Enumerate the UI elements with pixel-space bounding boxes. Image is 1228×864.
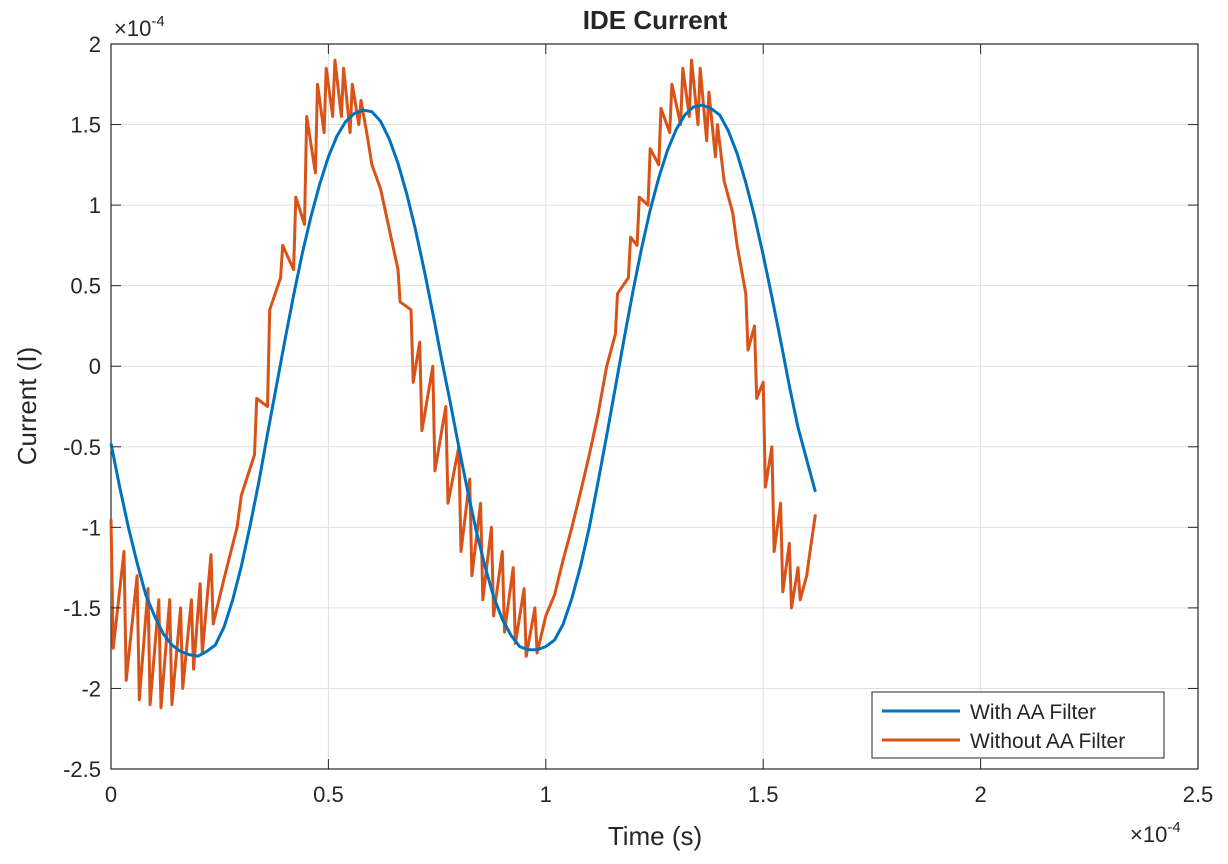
legend-box [871, 691, 1165, 759]
y-tick-label: 1.5 [70, 113, 101, 138]
y-tick-label: 2 [89, 32, 101, 57]
series-group [109, 58, 817, 710]
x-axis-label: Time (s) [608, 821, 702, 851]
y-tick-label: 0.5 [70, 274, 101, 299]
svg-text:×10-4: ×10-4 [1130, 819, 1181, 847]
y-tick-label: -2.5 [63, 757, 101, 782]
y-tick-label: -2 [81, 676, 101, 701]
x-tick-label: 1.5 [748, 782, 779, 807]
x-tick-label: 2 [974, 782, 986, 807]
series-line-with-aa-filter [109, 103, 817, 658]
x-tick-label: 0 [105, 782, 117, 807]
x-tick-labels: 0 0.5 1 1.5 2 2.5 [105, 782, 1213, 807]
y-tick-labels: -2.5 -2 -1.5 -1 -0.5 0 0.5 1 1.5 2 [63, 32, 101, 782]
y-exponent-base: ×10 [114, 16, 151, 41]
x-tick-label: 1 [540, 782, 552, 807]
plot-area-frame [110, 43, 1199, 770]
y-axis-exponent: ×10-4 [114, 13, 165, 41]
tick-marks [110, 43, 1199, 770]
y-axis-label: Current (I) [12, 347, 42, 465]
y-tick-label: -1.5 [63, 596, 101, 621]
legend: With AA Filter Without AA Filter [871, 691, 1165, 759]
x-exponent-base: ×10 [1130, 822, 1167, 847]
legend-label-without-aa: Without AA Filter [970, 730, 1125, 753]
x-tick-label: 0.5 [313, 782, 344, 807]
y-tick-label: 1 [89, 193, 101, 218]
chart-title: IDE Current [583, 5, 728, 35]
legend-label-with-aa: With AA Filter [970, 701, 1096, 724]
svg-text:×10-4: ×10-4 [114, 13, 165, 41]
x-tick-label: 2.5 [1183, 782, 1214, 807]
series-line-without-aa-filter [109, 58, 817, 710]
x-exponent-power: -4 [1167, 819, 1180, 836]
y-exponent-power: -4 [151, 13, 164, 30]
y-tick-label: -1 [81, 515, 101, 540]
x-axis-exponent: ×10-4 [1130, 819, 1181, 847]
y-tick-label: -0.5 [63, 435, 101, 460]
y-tick-label: 0 [89, 354, 101, 379]
